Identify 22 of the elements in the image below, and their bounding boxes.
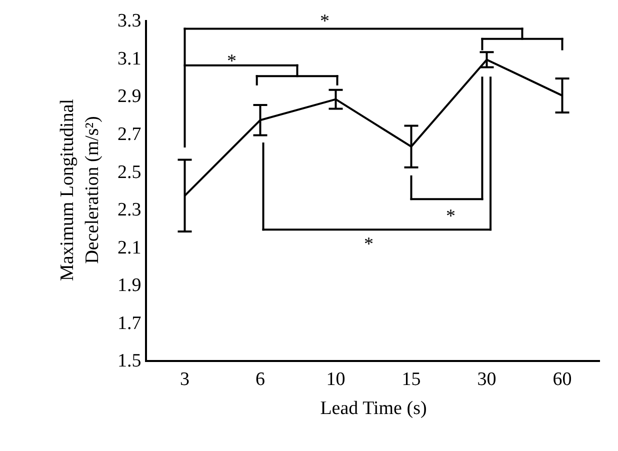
y-tick-label: 2.1 (117, 237, 142, 258)
annotation: * (446, 206, 456, 227)
y-tick-label: 2.3 (117, 200, 142, 221)
y-tick-label: 3.3 (117, 10, 142, 32)
x-tick-label: 6 (256, 368, 265, 390)
y-tick-label: 2.7 (117, 124, 142, 145)
x-tick-label: 30 (477, 368, 496, 390)
annotation: * (227, 51, 236, 72)
x-tick-label: 60 (552, 368, 572, 390)
x-tick-label: 3 (180, 368, 190, 390)
y-axis-title: Maximum Longitudinal Deceleration (m/s²) (57, 98, 103, 282)
y-tick-label: 2.5 (117, 162, 142, 183)
x-tick-label: 15 (402, 368, 421, 390)
annotation: * (320, 11, 330, 32)
x-axis-title: Lead Time (s) (320, 398, 427, 420)
y-tick-label: 1.7 (117, 312, 142, 334)
y-tick-label: 1.5 (117, 350, 142, 372)
y-tick-label: 3.1 (117, 48, 142, 70)
y-tick-label: 2.9 (117, 86, 142, 108)
x-tick-label: 10 (326, 368, 346, 390)
y-tick-label: 1.9 (117, 275, 142, 296)
annotation: * (364, 234, 374, 255)
